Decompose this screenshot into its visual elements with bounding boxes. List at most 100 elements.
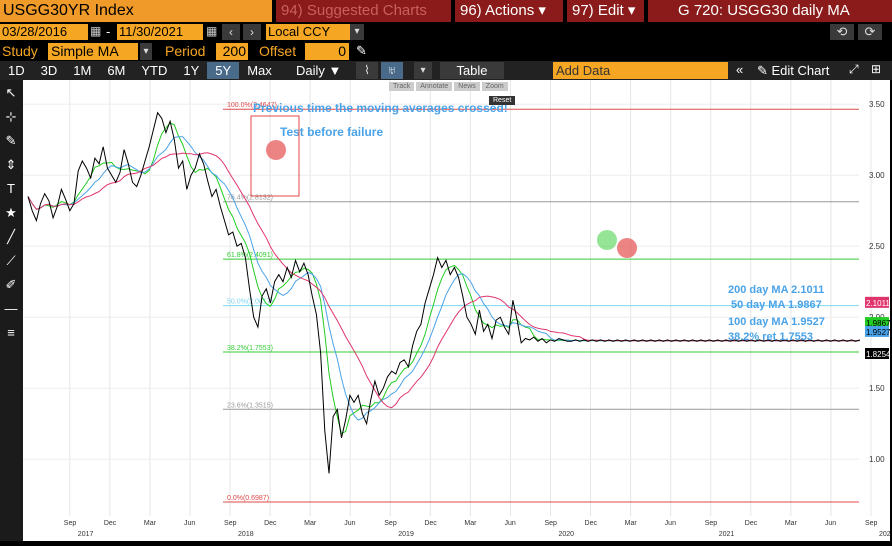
study-label: Study [2,43,38,59]
brush-icon[interactable]: ✐ [5,277,17,292]
frequency-select[interactable]: Daily ▼ [296,63,342,78]
x-tick-label: Sep [224,520,237,527]
annotation-text: Test before failure [280,125,383,139]
edit-chart-button[interactable]: ✎ Edit Chart [757,63,830,78]
currency-dropdown-icon[interactable]: ▾ [350,24,364,40]
last-value-tag [865,296,889,308]
hline-icon[interactable]: — [4,301,18,316]
x-year-label: 2019 [398,531,414,538]
add-data-input[interactable]: Add Data [553,62,728,79]
offset-input[interactable]: 0 [305,43,349,60]
calendar-icon[interactable]: ▦ [206,24,218,38]
period-1y[interactable]: 1Y [183,63,200,78]
last-value-tag [865,325,889,337]
collapse-icon[interactable]: « [736,62,744,77]
date-separator: - [106,24,111,39]
x-tick-label: Jun [665,520,676,527]
study-dropdown-icon[interactable]: ▾ [140,43,152,60]
currency-select[interactable]: Local CCY [266,24,350,40]
x-tick-label: Jun [344,520,355,527]
cross-marker [617,238,637,258]
pointer-icon[interactable]: ↖ [5,85,17,100]
line-tool-icon[interactable]: ╱ [7,229,15,244]
period-1m[interactable]: 1M [73,63,92,78]
annotation-text: 200 day MA 2.1011 [728,284,824,296]
x-tick-label: Sep [64,520,77,527]
ticker-field[interactable]: USGG30YR Index [0,0,272,22]
study-bar: Study Simple MA ▾ Period 200 Offset 0 ✎ [0,42,892,61]
x-tick-label: Sep [384,520,397,527]
x-year-label: 2020 [559,531,575,538]
x-tick-label: Jun [184,520,195,527]
study-type-select[interactable]: Simple MA [48,43,138,60]
x-tick-label: Jun [825,520,836,527]
x-tick-label: Sep [545,520,558,527]
mini-track[interactable]: Track [389,82,415,91]
y-tick-label: 3.00 [869,171,885,180]
undo-button[interactable]: ⟲ [830,24,854,40]
fib-label: 50.0%(2.0817) [227,299,273,306]
start-date-field[interactable]: 03/28/2016 [0,24,88,40]
edit-menu[interactable]: 97) Edit ▾ [567,0,644,22]
crosshair-icon[interactable]: ⊹ [5,109,17,124]
drawing-toolbar: ↖ ⊹ ✎ ⇕ Т ★ ╱ ⟋ ✐ — ≡ [0,80,23,541]
expand-icon[interactable]: ⤢ [849,62,859,76]
period-6m[interactable]: 6M [107,63,126,78]
mini-news[interactable]: News [454,82,480,91]
line-chart-icon[interactable]: ⌇ [356,62,378,79]
period-3d[interactable]: 3D [40,63,58,78]
suggested-charts-button[interactable]: 94) Suggested Charts [276,0,451,22]
fib-label: 38.2%(1.7553) [227,345,273,352]
annotation-text: 100 day MA 1.9527 [728,316,825,328]
table-button[interactable]: Table [440,62,504,79]
pencil-icon[interactable]: ✎ [356,43,367,58]
candlestick-icon[interactable]: ♅ [381,62,403,79]
period-input[interactable]: 200 [216,43,248,60]
period-ytd[interactable]: YTD [141,63,168,78]
ma-line [27,152,860,409]
x-tick-label: Sep [865,520,878,527]
annotation-text: 50 day MA 1.9867 [731,299,822,311]
fib-label: 100.0%(3.4647) [227,102,277,109]
cross-marker [266,140,286,160]
date-range-bar: 03/28/2016 ▦ - 11/30/2021 ▦ ‹ › Local CC… [0,22,892,42]
period-1d[interactable]: 1D [8,63,25,78]
prev-arrow-button[interactable]: ‹ [222,24,240,40]
trend-tool-icon[interactable]: ⟋ [6,253,16,268]
y-tick-label: 1.50 [869,384,885,393]
fib-icon[interactable]: ≡ [7,325,15,340]
ma-line [27,122,860,435]
x-tick-label: Mar [144,520,157,527]
last-value-label: 1.8254 [866,350,890,359]
x-tick-label: Mar [304,520,317,527]
chart-type-dropdown-icon[interactable]: ▾ [414,62,432,79]
annotation-text: Previous time the moving averages crosse… [253,101,508,115]
period-label: Period [165,43,206,59]
reset-button[interactable]: Reset [489,96,516,105]
redo-button[interactable]: ⟳ [858,24,882,40]
period-5y[interactable]: 5Y [207,62,240,79]
mini-zoom[interactable]: Zoom [481,82,508,91]
next-arrow-button[interactable]: › [243,24,261,40]
price-line [27,111,860,474]
last-value-label: 1.9867 [866,319,890,328]
period-max[interactable]: Max [247,63,272,78]
x-tick-label: Mar [625,520,638,527]
y-tick-label: 1.00 [869,455,885,464]
last-value-label: 1.9527 [866,328,890,337]
x-tick-label: Dec [264,520,277,527]
text-icon[interactable]: Т [7,181,15,196]
mini-annotate[interactable]: Annotate [416,82,453,91]
y-tick-label: 2.50 [869,242,885,251]
x-year-label: 2017 [78,531,94,538]
end-date-field[interactable]: 11/30/2021 [117,24,203,40]
offset-label: Offset [259,43,297,59]
actions-menu[interactable]: 96) Actions ▾ [455,0,563,22]
calendar-icon[interactable]: ▦ [90,24,102,38]
draw-icon[interactable]: ✎ [5,133,17,148]
x-year-label: 2021 [719,531,735,538]
highlight-box [250,115,300,197]
ruler-icon[interactable]: ⇕ [5,157,17,172]
settings-icon[interactable]: ⊞ [871,62,882,76]
favorites-icon[interactable]: ★ [5,205,17,220]
